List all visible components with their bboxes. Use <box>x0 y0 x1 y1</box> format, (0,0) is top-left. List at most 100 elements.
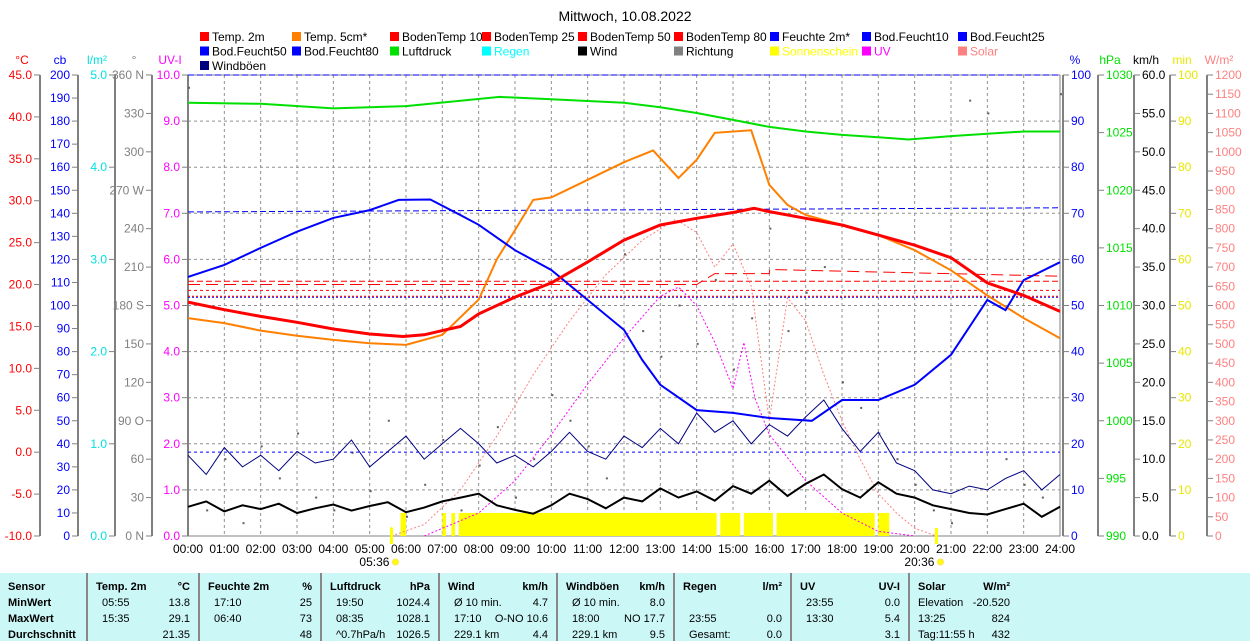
axis-tick-label: 0.0 <box>163 529 180 543</box>
stats-header: Luftdruck <box>330 581 381 593</box>
direction-point <box>678 304 681 307</box>
x-tick-label: 03:00 <box>282 542 312 556</box>
legend-label: Sonnenschein <box>782 45 858 59</box>
stats-value: 48 <box>299 629 312 641</box>
stats-column: Temp. 2m °C 05:55 15:35 13.8 29.1 21.35 <box>88 573 200 641</box>
axis-unit-label: l/m² <box>87 53 107 67</box>
direction-point <box>188 86 190 89</box>
stats-column: UV UV-I 23:55 13:30 0.0 5.4 3.1 <box>792 573 910 641</box>
stats-header: Sensor <box>8 581 46 593</box>
axis-tick-label: 210 <box>124 260 144 274</box>
axis-unit-label: km/h <box>1133 53 1159 67</box>
legend-label: UV <box>874 45 891 59</box>
legend-swatch <box>390 46 399 56</box>
legend-swatch <box>674 46 683 56</box>
axis-tick-label: 950 <box>1215 164 1235 178</box>
x-tick-label: 18:00 <box>827 542 857 556</box>
direction-point <box>914 483 917 486</box>
axis-tick-label: 400 <box>1215 375 1235 389</box>
chart-title: Mittwoch, 10.08.2022 <box>558 8 691 24</box>
legend-label: Temp. 5cm* <box>304 30 368 44</box>
stats-header: Solar <box>918 581 946 593</box>
series-windb-en <box>187 399 1061 495</box>
axis-tick-label: 45.0 <box>1142 183 1166 197</box>
axis-tick-label: 5.0 <box>90 68 107 82</box>
stats-value: NO 17.7 <box>624 613 665 625</box>
x-tick-label: 06:00 <box>391 542 421 556</box>
axis-tick-label: 7.0 <box>163 206 180 220</box>
direction-point <box>406 515 408 518</box>
direction-point <box>387 419 390 422</box>
x-tick-label: 10:00 <box>536 542 566 556</box>
axis-tick-label: 3.0 <box>90 252 107 266</box>
stats-header: Regen <box>683 581 717 593</box>
axis-tick-label: 50 <box>1178 299 1192 313</box>
axis-tick-label: 10.0 <box>1142 452 1166 466</box>
stats-value: 8.0 <box>649 597 665 609</box>
stats-value: 9.5 <box>649 629 665 641</box>
legend-swatch <box>578 32 587 41</box>
axis-tick-label: 30 <box>1178 391 1192 405</box>
legend-label: Bod.Feucht50 <box>212 45 287 59</box>
axis-tick-label: 35.0 <box>9 152 33 166</box>
axis-unit-label: hPa <box>1099 53 1121 67</box>
stats-header: UV <box>800 581 816 593</box>
stats-value: 0.0 <box>766 629 782 641</box>
sunshine-bar <box>400 512 406 536</box>
legend-swatch <box>200 32 209 41</box>
axis-tick-label: 30 <box>57 460 71 474</box>
axis-tick-label: 40 <box>57 437 71 451</box>
legend-label: BodenTemp 25 <box>494 30 575 44</box>
legend-label: Bod.Feucht25 <box>970 30 1045 44</box>
axis-tick-label: 1005 <box>1106 356 1133 370</box>
stats-header: Feuchte 2m <box>208 581 270 593</box>
axis-tick-label: 1025 <box>1106 126 1133 140</box>
direction-point <box>315 496 318 499</box>
axis-tick-label: 100 <box>1178 68 1198 82</box>
direction-point <box>478 464 481 467</box>
stats-value-time: Ø 10 min. <box>572 597 620 609</box>
x-tick-label: 00:00 <box>173 542 203 556</box>
axis-tick-label: 800 <box>1215 222 1235 236</box>
direction-point <box>951 522 953 525</box>
direction-point <box>242 522 245 525</box>
axis-tick-label: 50 <box>57 414 71 428</box>
stats-value: 29.1 <box>168 613 190 625</box>
axis-tick-label: 200 <box>1215 452 1235 466</box>
axis-unit-label: min <box>1172 53 1191 67</box>
axis-tick-label: 30.0 <box>9 194 33 208</box>
legend-label: BodenTemp 10 <box>402 30 483 44</box>
legend-swatch <box>390 32 399 41</box>
direction-point <box>896 458 899 461</box>
stats-value: 13.8 <box>168 597 190 609</box>
axis-tick-label: 60.0 <box>1142 68 1166 82</box>
axis-tick-label: 60 <box>1178 252 1192 266</box>
sunshine-bar <box>776 512 875 536</box>
axis-tick-label: 5.0 <box>163 299 180 313</box>
legend-label: Feuchte 2m* <box>782 30 850 44</box>
axis-tick-label: 170 <box>50 137 70 151</box>
stats-value-time: 229.1 km <box>454 629 500 641</box>
axis-tick-label: 0.0 <box>90 529 107 543</box>
axis-tick-label: 20 <box>57 483 71 497</box>
axis-tick-label: 240 <box>124 222 144 236</box>
stats-column: Sensor MinWert MaxWert Durchschnitt <box>0 573 88 641</box>
stats-value: O-NO 10.6 <box>494 613 548 625</box>
direction-point <box>823 266 826 269</box>
axis-tick-label: 1000 <box>1106 414 1133 428</box>
direction-point <box>860 406 863 409</box>
axis-tick-label: 995 <box>1106 471 1126 485</box>
direction-point <box>1041 496 1044 499</box>
direction-point <box>587 445 590 448</box>
x-tick-label: 20:00 <box>900 542 930 556</box>
axis-tick-label: 1030 <box>1106 68 1133 82</box>
sun-icon <box>936 558 944 566</box>
x-tick-label: 07:00 <box>427 542 457 556</box>
axis-tick-label: 180 S <box>113 299 144 313</box>
axis-tick-label: 300 <box>124 145 144 159</box>
statistics-table: Sensor MinWert MaxWert Durchschnitt Temp. 2m… <box>0 573 1250 641</box>
stats-value: 4.7 <box>532 597 548 609</box>
axis-tick-label: 25.0 <box>1142 337 1166 351</box>
axis-tick-label: 100 <box>1215 491 1235 505</box>
axis-tick-label: 1100 <box>1215 106 1241 120</box>
